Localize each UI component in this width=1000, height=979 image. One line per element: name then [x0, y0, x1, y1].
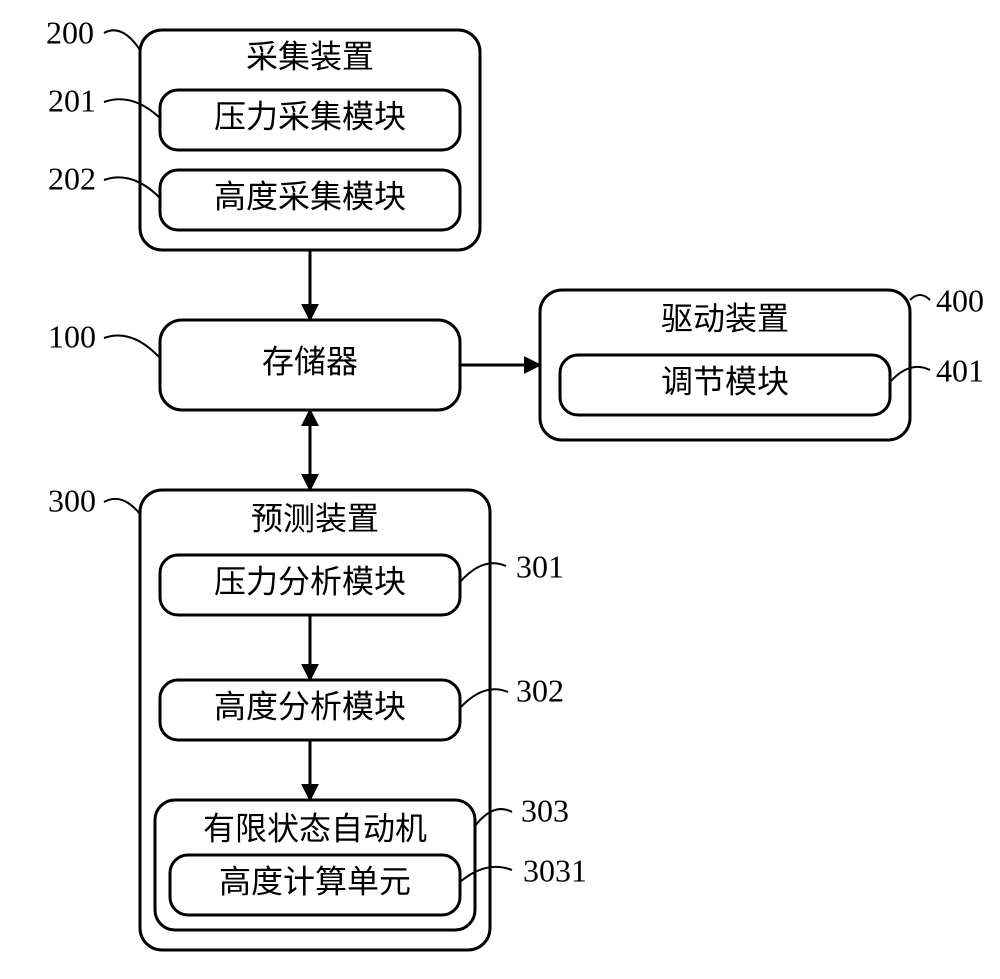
ref-201: 201 [48, 82, 160, 118]
ref-label: 400 [936, 282, 984, 318]
ref-label: 100 [48, 318, 96, 354]
block-label: 调节模块 [661, 363, 789, 399]
block-label: 采集装置 [246, 38, 374, 74]
block-label: 压力分析模块 [214, 563, 406, 599]
ref-3031: 3031 [460, 852, 587, 888]
block-label: 有限状态自动机 [203, 810, 427, 846]
ref-300: 300 [48, 482, 140, 518]
block-box3031: 高度计算单元 [170, 855, 460, 915]
block-label: 压力采集模块 [214, 98, 406, 134]
block-box201: 压力采集模块 [160, 90, 460, 150]
ref-202: 202 [48, 160, 160, 198]
ref-label: 302 [516, 672, 564, 708]
ref-label: 300 [48, 482, 96, 518]
block-label: 预测装置 [251, 500, 379, 536]
block-box100: 存储器 [160, 320, 460, 410]
ref-401: 401 [890, 352, 984, 388]
system-block-diagram: 采集装置 200 压力采集模块 201 高度采集模块 202 存储器 100 驱动装置 400 调节… [0, 0, 1000, 979]
ref-label: 401 [936, 352, 984, 388]
ref-302: 302 [460, 672, 564, 708]
block-label: 存储器 [262, 343, 358, 379]
block-box200: 采集装置 [140, 30, 480, 250]
block-box202: 高度采集模块 [160, 170, 460, 230]
ref-label: 301 [516, 548, 564, 584]
block-label: 高度分析模块 [214, 688, 406, 724]
block-label: 高度采集模块 [214, 178, 406, 214]
ref-label: 202 [48, 160, 96, 196]
block-label: 高度计算单元 [219, 863, 411, 899]
block-box401: 调节模块 [560, 355, 890, 415]
ref-100: 100 [48, 318, 160, 358]
block-box301: 压力分析模块 [160, 555, 460, 615]
block-box302: 高度分析模块 [160, 680, 460, 740]
ref-301: 301 [460, 548, 564, 584]
ref-label: 303 [521, 792, 569, 828]
ref-label: 3031 [523, 852, 587, 888]
ref-label: 201 [48, 82, 96, 118]
block-label: 驱动装置 [661, 300, 789, 336]
ref-400: 400 [910, 282, 984, 318]
ref-200: 200 [46, 14, 140, 50]
ref-label: 200 [46, 14, 94, 50]
